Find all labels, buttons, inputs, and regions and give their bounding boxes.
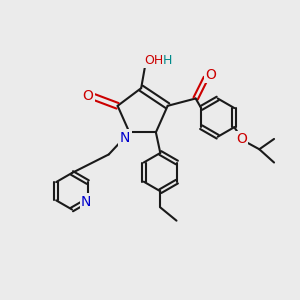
Text: N: N [81, 195, 92, 209]
Text: OH: OH [144, 54, 164, 67]
Text: H: H [163, 54, 172, 67]
Text: O: O [205, 68, 216, 82]
Text: O: O [236, 132, 247, 146]
Text: O: O [83, 88, 94, 103]
Text: N: N [120, 130, 130, 145]
